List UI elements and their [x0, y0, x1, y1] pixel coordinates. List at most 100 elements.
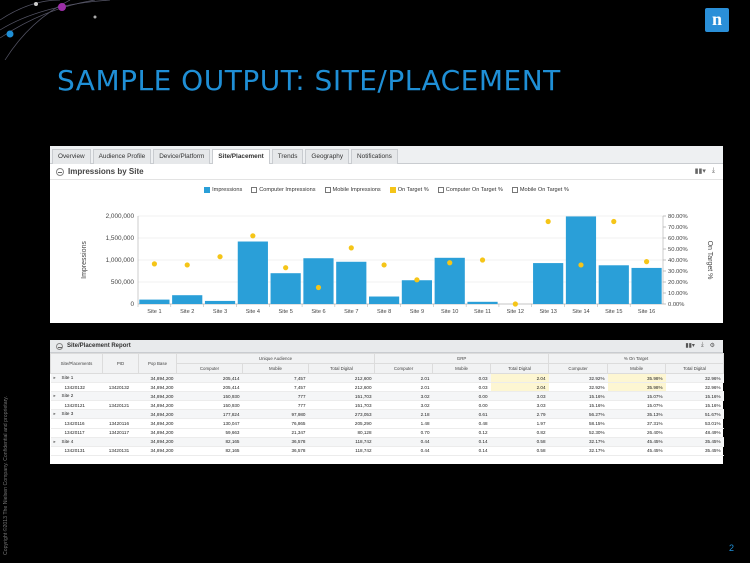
download-icon[interactable]: ⤓ — [700, 342, 704, 348]
on-target-point — [545, 218, 551, 225]
column-header[interactable]: Pop Base — [138, 353, 177, 374]
column-header[interactable]: Total Digital — [307, 363, 376, 374]
column-header[interactable]: Total Digital — [665, 363, 725, 374]
table-cell: 205,290 — [308, 418, 375, 429]
group-header[interactable]: % On Target — [548, 353, 725, 364]
table-cell: 76,865 — [242, 418, 309, 429]
impressions-bar — [565, 216, 597, 304]
table-cell: 3.02 — [374, 400, 433, 411]
legend-item[interactable]: Computer On Target % — [437, 185, 503, 195]
table-cell: 151,703 — [308, 391, 375, 402]
table-cell: 212,600 — [308, 373, 375, 384]
table-group-row[interactable]: ▸ Site 3 34,894,200 177,824 97,980 273,053 2.1… — [50, 409, 724, 420]
column-header[interactable]: Site/Placements — [50, 353, 103, 374]
column-header[interactable]: Mobile — [242, 363, 309, 374]
impressions-bar — [467, 301, 498, 304]
expand-icon[interactable]: ▸ — [53, 438, 56, 444]
tab-device-platform[interactable]: Device/Platform — [153, 149, 211, 164]
table-cell: 151,703 — [308, 400, 375, 411]
legend-item[interactable]: Computer Impressions — [251, 185, 316, 195]
table-cell: 0.58 — [490, 446, 549, 456]
on-target-point — [151, 261, 158, 267]
impressions-bar — [270, 273, 301, 304]
table-cell: 130,047 — [176, 418, 243, 429]
table-cell: 3.02 — [374, 391, 433, 402]
download-icon[interactable]: ⤓ — [711, 167, 715, 174]
table-cell: 0.44 — [374, 446, 433, 456]
table-cell: 37.31% — [607, 418, 666, 429]
settings-icon[interactable]: ⚙ — [709, 343, 715, 349]
table-cell: 32.96% — [665, 382, 724, 393]
tab-geography[interactable]: Geography — [305, 149, 350, 164]
table-cell: 45.45% — [607, 446, 666, 456]
x-tick-label: Site 10 — [441, 309, 458, 315]
table-group-row[interactable]: ▸ Site 4 34,894,200 82,165 36,578 118,742 0.44… — [50, 437, 724, 447]
table-cell: 0.82 — [490, 428, 549, 438]
legend-item[interactable]: Mobile Impressions — [324, 185, 381, 195]
legend-item[interactable]: Impressions — [204, 185, 242, 195]
legend-item[interactable]: Mobile On Target % — [511, 185, 569, 195]
table-cell: 1.97 — [490, 418, 549, 429]
legend-swatch — [204, 187, 211, 193]
legend-label: Computer Impressions — [259, 187, 316, 193]
legend-item[interactable]: On Target % — [389, 185, 429, 195]
table-cell: 7,457 — [242, 373, 309, 384]
x-tick-label: Site 4 — [246, 309, 260, 315]
row-name-label: Site 2 — [61, 393, 74, 399]
collapse-icon[interactable] — [56, 342, 63, 350]
on-target-point — [611, 218, 617, 225]
x-tick-label: Site 12 — [507, 309, 524, 315]
table-cell: 13420116 — [102, 418, 139, 429]
legend-label: Mobile Impressions — [332, 187, 381, 193]
x-tick-label: Site 7 — [344, 309, 358, 315]
table-cell: 53.01% — [665, 418, 724, 429]
table-cell: 15.16% — [548, 391, 608, 402]
column-header[interactable]: PID — [102, 353, 139, 374]
table-cell: 13420117 — [102, 428, 139, 438]
table-cell: 205,414 — [176, 382, 243, 393]
bar-chart-icon[interactable]: ▮▮▾ — [685, 343, 695, 349]
column-header[interactable]: Computer — [374, 363, 434, 374]
bar-chart-icon[interactable]: ▮▮▾ — [694, 168, 706, 175]
tab-trends[interactable]: Trends — [271, 149, 304, 164]
row-name-label: 13420121 — [64, 402, 85, 408]
table-cell: 36,578 — [242, 446, 309, 456]
table-cell: 32.17% — [548, 446, 608, 456]
on-target-point — [315, 284, 322, 291]
group-header[interactable]: GRP — [374, 353, 550, 364]
group-header[interactable]: Unique Audience — [175, 353, 376, 364]
on-target-point — [414, 277, 420, 283]
row-name-label: 13420131 — [64, 448, 85, 454]
column-header[interactable]: Mobile — [607, 363, 667, 374]
table-cell: 26.40% — [607, 428, 666, 438]
table-group-row[interactable]: ▸ Site 1 34,894,200 205,414 7,457 212,600 2.01… — [50, 373, 724, 384]
tab-overview[interactable]: Overview — [52, 149, 91, 164]
column-header[interactable]: Computer — [176, 363, 243, 374]
column-header[interactable]: Computer — [548, 363, 609, 374]
tab-notifications[interactable]: Notifications — [351, 149, 398, 164]
table-cell: 777 — [242, 391, 309, 402]
impressions-bar — [434, 257, 465, 304]
y-right-tick-label: 20.00% — [668, 280, 688, 286]
impressions-bar — [401, 280, 432, 304]
y-right-tick-label: 70.00% — [668, 225, 688, 231]
x-tick-label: Site 13 — [539, 309, 556, 315]
table-cell: 118,742 — [308, 437, 375, 447]
expand-icon[interactable]: ▸ — [53, 411, 56, 417]
tab-audience-profile[interactable]: Audience Profile — [92, 149, 152, 164]
expand-icon[interactable]: ▸ — [53, 375, 56, 381]
impressions-bar — [172, 295, 203, 304]
table-group-row[interactable]: ▸ Site 2 34,894,200 150,930 777 151,703 3.02 0.… — [50, 391, 724, 402]
column-header[interactable]: Mobile — [432, 363, 492, 374]
impressions-bar — [237, 241, 268, 304]
expand-icon[interactable]: ▸ — [53, 393, 56, 399]
table-cell: 34,894,200 — [138, 437, 177, 447]
table-cell: 0.00 — [432, 391, 491, 402]
tab-site-placement[interactable]: Site/Placement — [212, 149, 270, 164]
on-target-point — [381, 262, 387, 268]
column-header[interactable]: Total Digital — [490, 363, 550, 374]
slide-title: SAMPLE OUTPUT: SITE/PLACEMENT — [57, 64, 561, 97]
table-cell: 35.98% — [607, 382, 666, 393]
collapse-icon[interactable] — [56, 167, 64, 176]
table-cell: 35.13% — [607, 409, 666, 420]
